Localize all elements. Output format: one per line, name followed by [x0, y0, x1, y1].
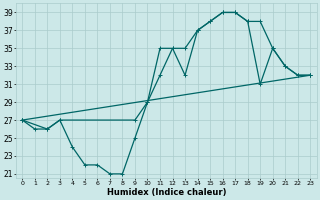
X-axis label: Humidex (Indice chaleur): Humidex (Indice chaleur) [107, 188, 226, 197]
